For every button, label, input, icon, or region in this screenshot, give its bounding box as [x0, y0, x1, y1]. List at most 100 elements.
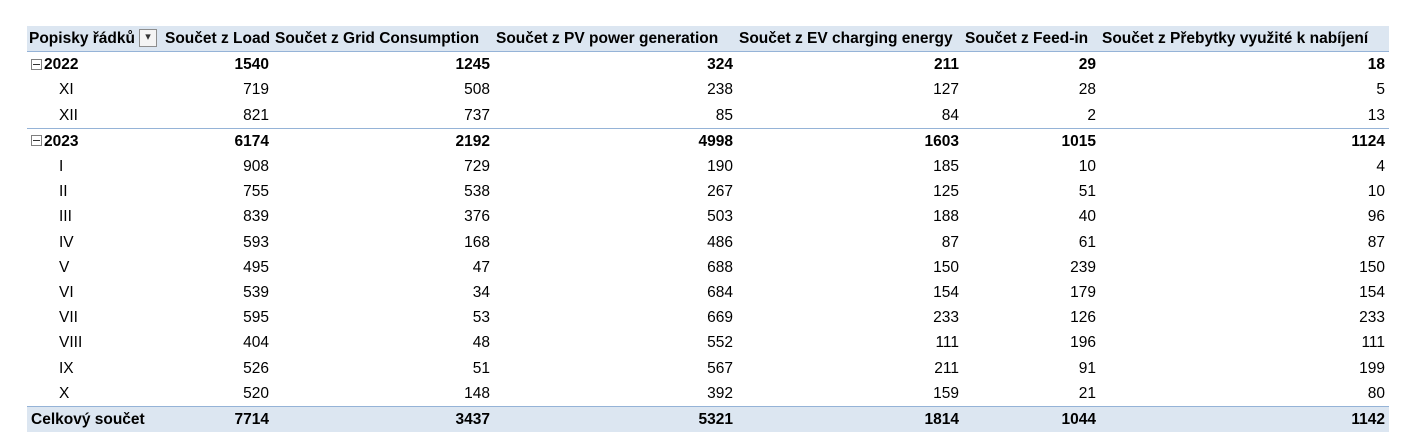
value-cell[interactable]: 503	[707, 208, 733, 226]
group-label-cell[interactable]: 2022	[27, 51, 163, 78]
value-cell[interactable]: 567	[707, 359, 733, 377]
value-cell[interactable]: 199	[1359, 359, 1385, 377]
value-cell[interactable]: 1540	[163, 51, 273, 78]
value-cell[interactable]: 148	[464, 384, 490, 402]
value-cell[interactable]: 839	[243, 208, 269, 226]
value-cell[interactable]: 508	[464, 81, 490, 99]
column-header[interactable]: Součet z Přebytky využité k nabíjení	[1100, 26, 1389, 52]
value-cell[interactable]: 40	[1078, 208, 1096, 226]
value-cell[interactable]: 84	[941, 106, 959, 124]
value-cell[interactable]: 5	[1376, 81, 1385, 99]
value-cell[interactable]: 196	[1070, 334, 1096, 352]
value-cell[interactable]: 53	[472, 309, 490, 327]
value-cell[interactable]: 669	[707, 309, 733, 327]
value-cell[interactable]: 87	[941, 233, 959, 251]
value-cell[interactable]: 719	[243, 81, 269, 99]
value-cell[interactable]: 392	[707, 384, 733, 402]
value-cell[interactable]: 13	[1367, 106, 1385, 124]
value-cell[interactable]: 1142	[1100, 405, 1389, 432]
value-cell[interactable]: 168	[464, 233, 490, 251]
value-cell[interactable]: 755	[243, 183, 269, 201]
value-cell[interactable]: 190	[707, 158, 733, 176]
row-label-cell[interactable]: IX	[59, 359, 74, 377]
value-cell[interactable]: 28	[1078, 81, 1096, 99]
value-cell[interactable]: 185	[933, 158, 959, 176]
value-cell[interactable]: 1015	[963, 127, 1100, 154]
value-cell[interactable]: 150	[933, 258, 959, 276]
value-cell[interactable]: 520	[243, 384, 269, 402]
row-label-cell[interactable]: X	[59, 384, 70, 402]
value-cell[interactable]: 495	[243, 258, 269, 276]
row-label-cell[interactable]: VI	[59, 283, 74, 301]
value-cell[interactable]: 91	[1078, 359, 1096, 377]
value-cell[interactable]: 1603	[737, 127, 963, 154]
value-cell[interactable]: 125	[933, 183, 959, 201]
row-label-cell[interactable]: XII	[59, 106, 78, 124]
value-cell[interactable]: 1245	[273, 51, 494, 78]
value-cell[interactable]: 1044	[963, 405, 1100, 432]
row-label-cell[interactable]: IV	[59, 233, 74, 251]
value-cell[interactable]: 239	[1070, 258, 1096, 276]
row-label-cell[interactable]: V	[59, 258, 70, 276]
row-label-cell[interactable]: II	[59, 183, 68, 201]
value-cell[interactable]: 526	[243, 359, 269, 377]
value-cell[interactable]: 552	[707, 334, 733, 352]
value-cell[interactable]: 154	[1359, 283, 1385, 301]
value-cell[interactable]: 595	[243, 309, 269, 327]
column-header[interactable]: Součet z PV power generation	[494, 26, 737, 52]
column-header[interactable]: Součet z EV charging energy	[737, 26, 963, 52]
value-cell[interactable]: 21	[1078, 384, 1096, 402]
value-cell[interactable]: 80	[1367, 384, 1385, 402]
value-cell[interactable]: 2192	[273, 127, 494, 154]
value-cell[interactable]: 7714	[163, 405, 273, 432]
value-cell[interactable]: 324	[494, 51, 737, 78]
value-cell[interactable]: 127	[933, 81, 959, 99]
row-label-cell[interactable]: VIII	[59, 334, 83, 352]
value-cell[interactable]: 48	[472, 334, 490, 352]
value-cell[interactable]: 688	[707, 258, 733, 276]
value-cell[interactable]: 233	[933, 309, 959, 327]
value-cell[interactable]: 908	[243, 158, 269, 176]
value-cell[interactable]: 10	[1367, 183, 1385, 201]
value-cell[interactable]: 821	[243, 106, 269, 124]
column-header[interactable]: Součet z Grid Consumption	[273, 26, 494, 52]
grand-total-label[interactable]: Celkový součet	[27, 405, 163, 432]
value-cell[interactable]: 4	[1376, 158, 1385, 176]
value-cell[interactable]: 96	[1367, 208, 1385, 226]
value-cell[interactable]: 376	[464, 208, 490, 226]
value-cell[interactable]: 10	[1078, 158, 1096, 176]
value-cell[interactable]: 159	[933, 384, 959, 402]
value-cell[interactable]: 539	[243, 283, 269, 301]
value-cell[interactable]: 486	[707, 233, 733, 251]
value-cell[interactable]: 111	[935, 334, 959, 352]
column-header[interactable]: Součet z Feed-in	[963, 26, 1100, 52]
value-cell[interactable]: 111	[1361, 334, 1385, 352]
value-cell[interactable]: 267	[707, 183, 733, 201]
value-cell[interactable]: 18	[1100, 51, 1389, 78]
row-label-cell[interactable]: III	[59, 208, 72, 226]
value-cell[interactable]: 211	[934, 359, 959, 377]
group-label-cell[interactable]: 2023	[27, 127, 163, 154]
value-cell[interactable]: 729	[464, 158, 490, 176]
value-cell[interactable]: 238	[707, 81, 733, 99]
value-cell[interactable]: 538	[464, 183, 490, 201]
value-cell[interactable]: 2	[1087, 106, 1096, 124]
value-cell[interactable]: 126	[1070, 309, 1096, 327]
row-label-cell[interactable]: I	[59, 158, 64, 176]
value-cell[interactable]: 188	[933, 208, 959, 226]
collapse-icon[interactable]	[31, 135, 42, 147]
value-cell[interactable]: 4998	[494, 127, 737, 154]
value-cell[interactable]: 3437	[273, 405, 494, 432]
value-cell[interactable]: 29	[963, 51, 1100, 78]
value-cell[interactable]: 5321	[494, 405, 737, 432]
row-label-cell[interactable]: VII	[59, 309, 78, 327]
value-cell[interactable]: 6174	[163, 127, 273, 154]
value-cell[interactable]: 737	[464, 106, 490, 124]
collapse-icon[interactable]	[31, 58, 42, 70]
value-cell[interactable]: 179	[1070, 283, 1096, 301]
value-cell[interactable]: 61	[1078, 233, 1096, 251]
row-label-cell[interactable]: XI	[59, 81, 74, 99]
filter-icon[interactable]: ▾	[138, 29, 157, 47]
value-cell[interactable]: 87	[1367, 233, 1385, 251]
value-cell[interactable]: 51	[472, 359, 490, 377]
